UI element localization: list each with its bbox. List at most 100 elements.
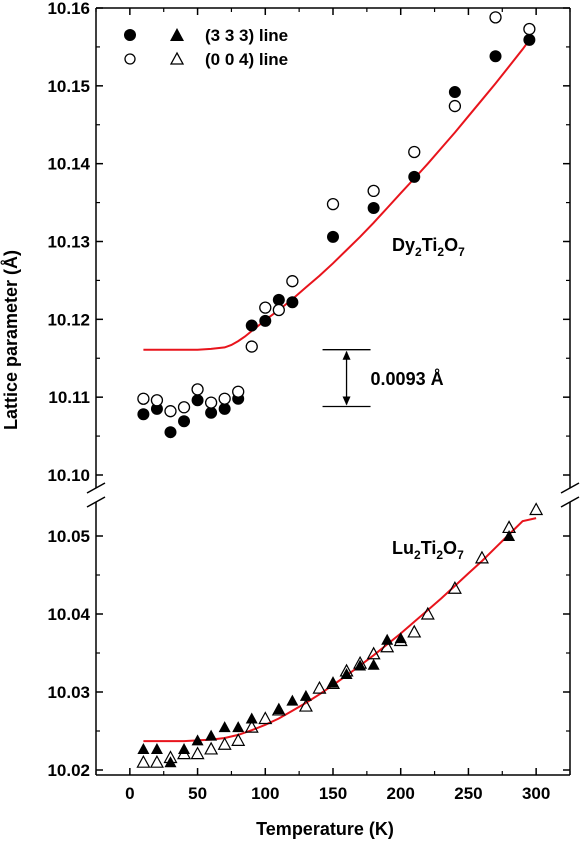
lu-filled-triangle-point bbox=[205, 729, 218, 741]
lu-filled-triangle-point bbox=[232, 721, 245, 733]
x-tick-label: 250 bbox=[454, 784, 482, 803]
dy-open-circle-point bbox=[489, 11, 502, 24]
dy-filled-circle-point bbox=[150, 402, 163, 415]
lu-filled-triangle-point bbox=[150, 742, 163, 754]
legend-open-circle bbox=[124, 53, 136, 65]
dy-filled-circle-point bbox=[523, 33, 536, 46]
x-tick-label: 100 bbox=[251, 784, 279, 803]
dy-open-circle-point bbox=[164, 405, 177, 418]
lu-open-triangle-point bbox=[258, 711, 273, 725]
axis-break-mark-right-1 bbox=[560, 482, 580, 494]
lu-open-triangle-point bbox=[271, 702, 286, 716]
y-tick-label: 10.13 bbox=[47, 233, 90, 252]
lu-open-triangle-point bbox=[420, 606, 435, 620]
y-tick-label: 10.14 bbox=[47, 155, 90, 174]
annotation-text: 0.0093 Å bbox=[371, 369, 444, 389]
lu-filled-triangle-point bbox=[218, 721, 231, 733]
dy-open-circle-point bbox=[245, 340, 258, 353]
axis-break-mark-left-1 bbox=[86, 482, 106, 494]
lu-open-triangle-point bbox=[298, 698, 313, 712]
lu-open-triangle-point bbox=[474, 550, 489, 564]
data-markers bbox=[136, 11, 544, 768]
x-tick-label: 0 bbox=[125, 784, 134, 803]
y-tick-label: 10.05 bbox=[47, 527, 90, 546]
y-tick-label: 10.12 bbox=[47, 310, 90, 329]
dy-open-circle-point bbox=[177, 401, 191, 414]
lu-open-triangle-point bbox=[353, 655, 368, 669]
dy-open-circle-point bbox=[408, 145, 421, 159]
legend: (3 3 3) line (0 0 4) line bbox=[124, 26, 288, 69]
compound-label-part: 2 bbox=[436, 548, 443, 562]
dy-filled-circle-point bbox=[259, 314, 272, 327]
compound-label-part: Ti bbox=[422, 235, 438, 255]
lu-compound-label: Lu2Ti2O7 bbox=[392, 538, 464, 562]
y-tick-label: 10.16 bbox=[47, 0, 90, 18]
y-tick-label: 10.04 bbox=[47, 605, 90, 624]
compound-label-part: Ti bbox=[421, 538, 437, 558]
y-tick-label: 10.02 bbox=[47, 761, 90, 780]
y-tick-label: 10.15 bbox=[47, 77, 90, 96]
x-tick-label: 200 bbox=[387, 784, 415, 803]
lu-filled-triangle-point bbox=[137, 742, 150, 754]
lu-open-triangle-point bbox=[217, 737, 232, 750]
dy-open-circle-point bbox=[150, 394, 164, 407]
axis-break-mark-left-2 bbox=[86, 496, 106, 508]
lu-filled-triangle-point bbox=[381, 633, 394, 645]
lu-open-triangle-point bbox=[407, 624, 422, 638]
x-tick-label: 50 bbox=[188, 784, 207, 803]
annotation-arrowhead-up bbox=[342, 350, 351, 360]
dy-open-circle-point bbox=[523, 22, 536, 36]
lu-open-triangle-point bbox=[163, 750, 178, 764]
y-tick-label: 10.11 bbox=[48, 388, 90, 407]
dy-open-circle-point bbox=[259, 301, 272, 314]
lu-open-triangle-point bbox=[231, 733, 246, 746]
compound-label-part: O bbox=[443, 538, 457, 558]
dy-filled-circle-point bbox=[489, 50, 502, 63]
dy-filled-circle-point bbox=[408, 170, 421, 183]
plot-frame bbox=[86, 7, 580, 776]
dy-filled-circle-point bbox=[448, 86, 461, 99]
dy-open-circle-point bbox=[448, 99, 462, 113]
lu-open-triangle-point bbox=[325, 676, 341, 690]
lu-open-triangle-point bbox=[244, 719, 259, 733]
legend-open-triangle bbox=[169, 51, 185, 65]
lu-open-triangle-point bbox=[136, 754, 151, 768]
dy-open-circle-point bbox=[326, 197, 340, 211]
dy-filled-circle-point bbox=[191, 394, 204, 407]
dy-filled-circle-point bbox=[272, 293, 285, 306]
compound-label-part: 2 bbox=[437, 245, 444, 259]
lu-open-triangle-point bbox=[339, 663, 354, 677]
compound-label-part: Lu bbox=[392, 538, 414, 558]
x-tick-label: 150 bbox=[319, 784, 347, 803]
lu-open-triangle-point bbox=[190, 746, 205, 760]
lu-filled-triangle-point bbox=[286, 694, 299, 706]
x-tick-label: 300 bbox=[522, 784, 550, 803]
axis-break-mark-right-2 bbox=[560, 496, 580, 508]
dy-open-circle-point bbox=[204, 396, 218, 409]
lu-filled-triangle-point bbox=[503, 530, 516, 541]
lu-fit-curve bbox=[143, 517, 537, 743]
dy-filled-circle-point bbox=[245, 319, 258, 332]
dy-filled-circle-point bbox=[205, 406, 218, 419]
dy-open-circle-point bbox=[191, 383, 204, 396]
lu-filled-triangle-point bbox=[327, 676, 339, 688]
compound-label-part: 2 bbox=[415, 245, 422, 259]
lu-open-triangle-point bbox=[502, 520, 517, 534]
axis-labels: Temperature (K) Lattice parameter (Å) bbox=[1, 250, 394, 839]
dy-open-circle-point bbox=[218, 392, 231, 405]
lu-filled-triangle-point bbox=[164, 756, 177, 768]
dy-filled-circle-point bbox=[327, 230, 339, 243]
legend-filled-circle bbox=[124, 29, 136, 41]
compound-label-part: O bbox=[444, 235, 458, 255]
lu-open-triangle-point bbox=[177, 746, 192, 760]
legend-label: (3 3 3) line bbox=[205, 26, 288, 45]
dy-open-circle-point bbox=[232, 385, 245, 398]
lu-filled-triangle-point bbox=[245, 712, 258, 724]
dy-open-circle-point bbox=[286, 275, 299, 288]
lu-open-triangle-point bbox=[204, 741, 219, 755]
lu-open-triangle-point bbox=[380, 639, 395, 653]
y-tick-label: 10.10 bbox=[47, 466, 90, 485]
lu-filled-triangle-point bbox=[367, 658, 380, 670]
